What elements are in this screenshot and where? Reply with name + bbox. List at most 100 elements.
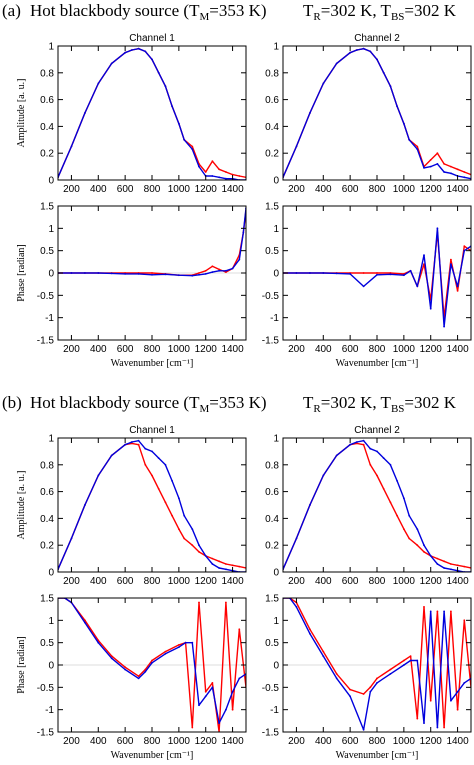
data-point <box>403 659 405 662</box>
data-point <box>218 168 221 171</box>
y-tick-label: 1 <box>48 42 54 53</box>
y-tick-label: 1.5 <box>265 594 279 605</box>
data-point <box>429 307 432 310</box>
panels: 200 400 600 800 1000 1200 140000.20.40.60.81Ch… <box>16 33 472 761</box>
data-point <box>124 668 126 671</box>
x-tick-label: 1400 <box>446 576 469 587</box>
data-point <box>389 273 392 276</box>
y-tick-label: 0.4 <box>40 514 54 525</box>
data-point <box>157 457 160 459</box>
x-tick-label: 200 <box>63 576 80 587</box>
data-point <box>231 708 234 711</box>
data-point <box>211 271 214 273</box>
data-point <box>198 544 200 547</box>
data-point <box>84 504 86 506</box>
data-point <box>211 563 214 565</box>
data-point <box>416 659 419 662</box>
data-point <box>409 659 412 662</box>
series-measured-line <box>283 442 471 570</box>
data-point <box>218 722 221 724</box>
y-tick-label: 0.4 <box>265 122 279 133</box>
data-point <box>231 267 234 270</box>
data-point <box>97 641 100 644</box>
data-point <box>443 610 445 613</box>
data-point <box>429 159 432 161</box>
data-point <box>443 726 445 729</box>
y-tick-label: 0.2 <box>40 149 54 160</box>
data-point <box>137 47 140 50</box>
x-tick-label: 600 <box>117 344 134 355</box>
panel-title: Channel 1 <box>129 33 175 44</box>
y-tick-label: -0.5 <box>262 683 280 694</box>
data-point <box>164 273 167 276</box>
chart-b-phase-ch2: 200 400 600 800 1000 1200 1400 -1.5 -1 -0.5 0 0.5 1 1… <box>262 594 472 761</box>
data-point <box>164 501 167 504</box>
x-axis-label: Wavenumber [cm⁻¹] <box>111 358 194 369</box>
data-point <box>362 728 365 731</box>
x-tick-label: 1000 <box>168 736 191 747</box>
data-point <box>178 122 180 125</box>
data-point <box>396 105 398 108</box>
data-point <box>124 443 126 446</box>
data-point <box>389 85 392 88</box>
data-point <box>416 544 419 547</box>
data-point <box>204 695 207 698</box>
data-point <box>137 675 140 678</box>
chart-a-amp-ch2: 200 400 600 800 1000 1200 1400 0 0.2 0.4 0.6 0.8 1 Ch… <box>265 33 472 195</box>
data-point <box>335 673 338 675</box>
series-model-line <box>283 227 471 328</box>
data-point <box>456 708 459 711</box>
x-tick-label: 1200 <box>195 576 218 587</box>
x-tick-label: 1000 <box>393 344 416 355</box>
data-point <box>178 646 180 648</box>
data-point <box>218 176 221 179</box>
data-point <box>382 71 385 74</box>
data-point <box>110 454 113 457</box>
x-tick-label: 800 <box>144 184 161 195</box>
x-tick-label: 400 <box>90 576 107 587</box>
data-point <box>218 269 221 272</box>
series-model-line <box>58 598 246 724</box>
data-point <box>198 601 200 604</box>
y-tick-label: -1 <box>270 705 279 716</box>
data-point <box>144 447 147 450</box>
data-point <box>242 231 245 234</box>
data-point <box>450 165 452 168</box>
y-tick-label: 0 <box>273 661 279 672</box>
y-tick-label: 0 <box>48 176 54 187</box>
data-point <box>124 666 126 669</box>
data-point <box>204 171 207 173</box>
data-point <box>349 51 351 54</box>
data-point <box>225 177 227 180</box>
data-point <box>198 165 200 168</box>
data-point <box>436 163 439 165</box>
x-tick-label: 400 <box>90 184 107 195</box>
data-point <box>157 71 160 74</box>
data-point <box>416 145 419 148</box>
data-point <box>164 463 167 466</box>
data-point <box>131 49 133 51</box>
x-tick-label: 800 <box>144 576 161 587</box>
y-tick-label: -0.5 <box>37 683 55 694</box>
data-point <box>463 176 466 179</box>
data-point <box>84 621 86 624</box>
panel-title: Channel 2 <box>354 33 400 44</box>
y-tick-label: 0 <box>273 568 279 579</box>
data-point <box>450 568 452 571</box>
data-point <box>309 272 311 274</box>
data-point <box>231 564 234 567</box>
y-tick-label: 0.6 <box>40 487 54 498</box>
data-point <box>309 632 311 635</box>
data-point <box>211 686 214 689</box>
plot-frame <box>282 437 472 573</box>
series-model-line <box>58 208 246 277</box>
y-tick-label: 0.5 <box>265 246 279 257</box>
data-point <box>450 563 452 565</box>
data-point <box>183 537 186 540</box>
data-point <box>164 650 167 653</box>
x-tick-label: 800 <box>369 344 386 355</box>
data-point <box>97 272 100 274</box>
data-point <box>450 263 452 265</box>
y-tick-label: -1 <box>45 705 54 716</box>
